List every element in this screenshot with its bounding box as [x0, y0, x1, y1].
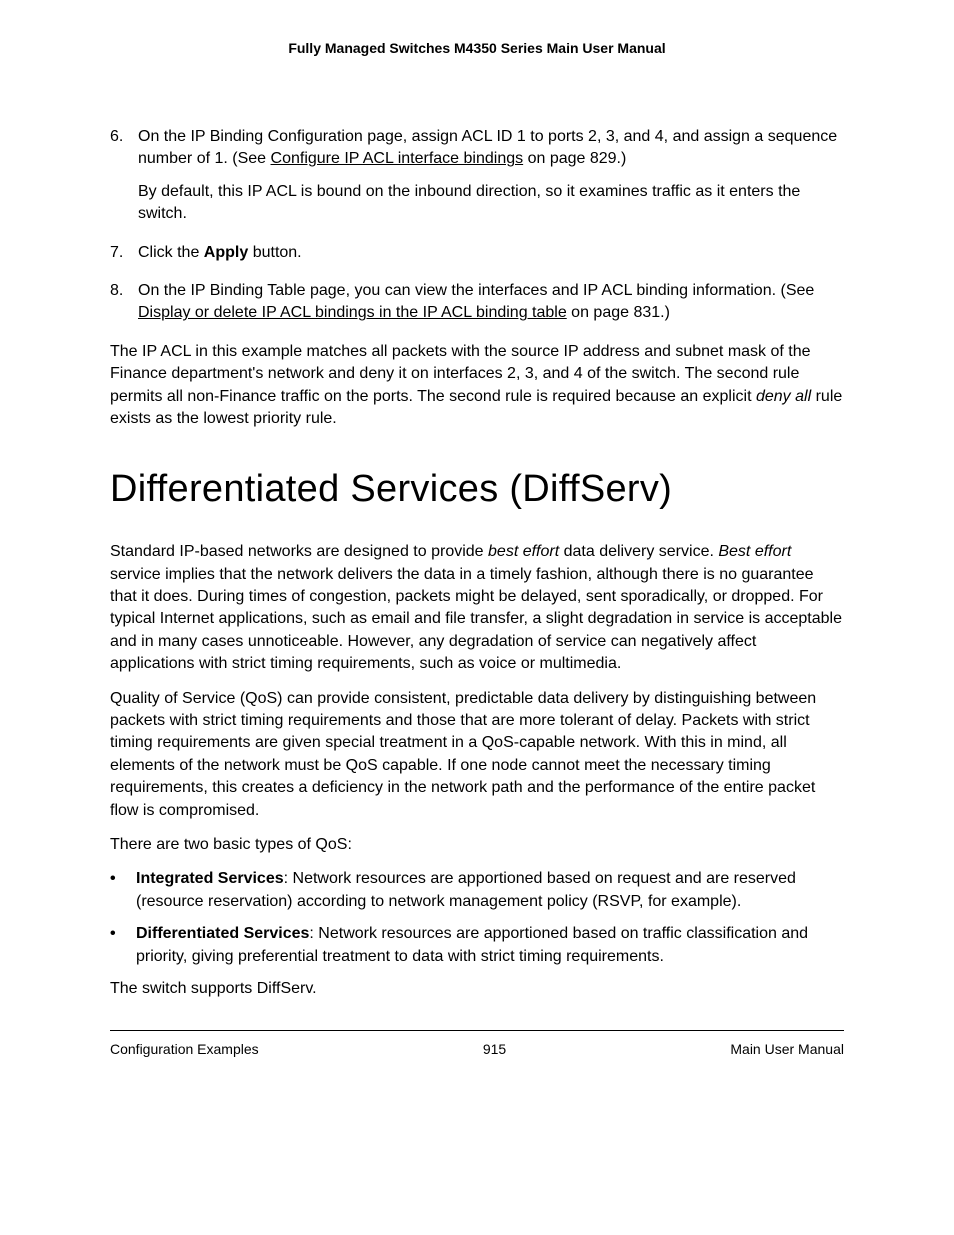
step-6-para2: By default, this IP ACL is bound on the …	[138, 181, 844, 226]
step-7-para: Click the Apply button.	[138, 242, 844, 264]
step-number: 8.	[110, 280, 138, 335]
qos-types-list: • Integrated Services: Network resources…	[110, 868, 844, 968]
footer-left: Configuration Examples	[110, 1041, 259, 1057]
step-body: Click the Apply button.	[138, 242, 844, 274]
bullet-integrated-services: • Integrated Services: Network resources…	[110, 868, 844, 913]
step-body: On the IP Binding Table page, you can vi…	[138, 280, 844, 335]
numbered-steps: 6. On the IP Binding Configuration page,…	[110, 126, 844, 335]
italic-text: best effort	[488, 543, 559, 560]
italic-text: Best effort	[718, 543, 791, 560]
step-6-para1: On the IP Binding Configuration page, as…	[138, 126, 844, 171]
page-footer: Configuration Examples 915 Main User Man…	[110, 1041, 844, 1057]
bullet-differentiated-services: • Differentiated Services: Network resou…	[110, 923, 844, 968]
bullet-body: Differentiated Services: Network resourc…	[136, 923, 844, 968]
diffserv-paragraph-4: The switch supports DiffServ.	[110, 978, 844, 1000]
step-number: 7.	[110, 242, 138, 274]
link-display-delete-ip-acl[interactable]: Display or delete IP ACL bindings in the…	[138, 304, 567, 321]
step-number: 6.	[110, 126, 138, 236]
text: button.	[248, 244, 301, 261]
text: data delivery service.	[559, 543, 718, 560]
step-6: 6. On the IP Binding Configuration page,…	[110, 126, 844, 236]
text: service implies that the network deliver…	[110, 566, 842, 673]
text: Standard IP-based networks are designed …	[110, 543, 488, 560]
diffserv-paragraph-3: There are two basic types of QoS:	[110, 834, 844, 856]
summary-paragraph: The IP ACL in this example matches all p…	[110, 341, 844, 431]
link-configure-ip-acl[interactable]: Configure IP ACL interface bindings	[271, 150, 524, 167]
step-8-para: On the IP Binding Table page, you can vi…	[138, 280, 844, 325]
step-body: On the IP Binding Configuration page, as…	[138, 126, 844, 236]
text: on page 831.)	[567, 304, 670, 321]
step-8: 8. On the IP Binding Table page, you can…	[110, 280, 844, 335]
bullet-body: Integrated Services: Network resources a…	[136, 868, 844, 913]
footer-divider	[110, 1030, 844, 1031]
text: On the IP Binding Table page, you can vi…	[138, 282, 814, 299]
step-7: 7. Click the Apply button.	[110, 242, 844, 274]
text: The IP ACL in this example matches all p…	[110, 343, 811, 405]
section-heading-diffserv: Differentiated Services (DiffServ)	[110, 468, 844, 511]
bullet-title: Differentiated Services	[136, 925, 309, 942]
bullet-icon: •	[110, 923, 136, 968]
diffserv-paragraph-1: Standard IP-based networks are designed …	[110, 541, 844, 675]
text: Click the	[138, 244, 204, 261]
footer-right: Main User Manual	[730, 1041, 844, 1057]
text: on page 829.)	[523, 150, 626, 167]
italic-text: deny all	[756, 388, 811, 405]
page-header-title: Fully Managed Switches M4350 Series Main…	[110, 40, 844, 56]
document-page: Fully Managed Switches M4350 Series Main…	[0, 0, 954, 1235]
diffserv-paragraph-2: Quality of Service (QoS) can provide con…	[110, 688, 844, 822]
apply-button-label: Apply	[204, 244, 248, 261]
bullet-icon: •	[110, 868, 136, 913]
footer-page-number: 915	[483, 1041, 506, 1057]
bullet-title: Integrated Services	[136, 870, 284, 887]
